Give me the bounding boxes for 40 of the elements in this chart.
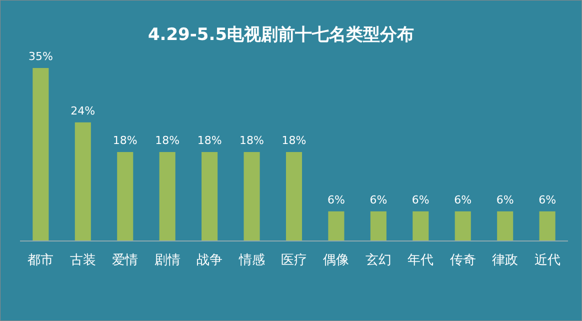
x-tick-label: 医疗 <box>281 253 307 268</box>
bar <box>117 152 134 241</box>
bar <box>539 211 556 241</box>
bar <box>74 122 91 241</box>
x-tick-label: 剧情 <box>154 253 180 268</box>
data-label: 18% <box>282 134 306 148</box>
data-label: 6% <box>370 193 388 206</box>
x-tick-label: 近代 <box>534 253 560 268</box>
bar <box>454 211 471 241</box>
data-label: 6% <box>327 193 345 206</box>
x-tick-label: 律政 <box>492 253 518 268</box>
bar <box>202 152 218 241</box>
chart-title: 4.29-5.5电视剧前十七名类型分布 <box>148 25 414 45</box>
data-label: 6% <box>538 193 556 206</box>
data-label: 6% <box>496 193 514 206</box>
bar <box>370 211 386 241</box>
x-tick-label: 玄幻 <box>365 252 392 268</box>
data-label: 18% <box>112 134 138 148</box>
x-tick-label: 都市 <box>28 253 54 268</box>
bar <box>497 211 514 241</box>
x-tick-label: 古装 <box>70 253 96 268</box>
data-label: 24% <box>70 104 96 118</box>
bar <box>32 68 49 241</box>
bar <box>286 152 302 241</box>
data-label: 18% <box>197 134 222 148</box>
x-tick-label: 年代 <box>408 253 434 268</box>
bar <box>328 211 344 241</box>
data-label: 18% <box>155 134 180 148</box>
data-label: 35% <box>28 50 53 63</box>
bar <box>244 152 260 241</box>
x-tick-label: 传奇 <box>450 253 476 268</box>
x-tick-label: 爱情 <box>112 253 138 268</box>
x-tick-label: 情感 <box>238 253 265 268</box>
bar <box>159 152 176 241</box>
data-label: 6% <box>412 193 430 206</box>
x-tick-label: 偶像 <box>323 253 350 268</box>
bar <box>412 211 429 241</box>
data-label: 18% <box>240 134 264 148</box>
x-tick-label: 战争 <box>196 253 223 268</box>
data-label: 6% <box>454 193 472 206</box>
